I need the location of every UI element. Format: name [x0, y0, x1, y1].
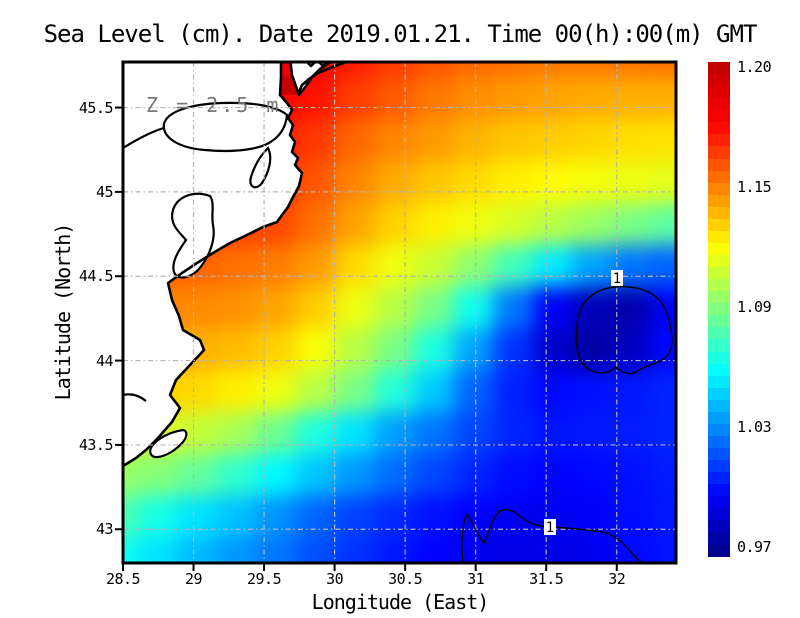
- colorbar-step: [708, 423, 730, 436]
- colorbar-step: [708, 62, 730, 75]
- lagoon-outline: [249, 146, 272, 189]
- colorbar-step: [708, 134, 730, 147]
- gridlines: [124, 63, 675, 562]
- colorbar-step: [708, 194, 730, 207]
- colorbar-label: 1.20: [737, 57, 772, 76]
- chart-title: Sea Level (cm). Date 2019.01.21. Time 00…: [43, 20, 758, 48]
- colorbar-step: [708, 363, 730, 376]
- x-tick-label: 29.5: [247, 570, 282, 588]
- colorbar-step: [708, 279, 730, 292]
- colorbar-step: [708, 122, 730, 135]
- colorbar-step: [708, 460, 730, 473]
- colorbar-step: [708, 98, 730, 111]
- colorbar-step: [708, 375, 730, 388]
- colorbar-step: [708, 411, 730, 424]
- y-tick-label: 43.5: [78, 435, 114, 454]
- y-tick-label: 45.5: [78, 98, 114, 117]
- colorbar-step: [708, 496, 730, 509]
- colorbar-step: [708, 255, 730, 268]
- y-tick-label: 44: [95, 351, 114, 370]
- colorbar-step: [708, 520, 730, 533]
- plot-frame: [121, 60, 678, 565]
- colorbar-label: 1.15: [737, 177, 772, 196]
- x-tick-label: 30: [326, 570, 344, 588]
- lagoon-outline: [162, 101, 289, 153]
- x-tick-label: 31: [467, 570, 485, 588]
- colorbar-step: [708, 74, 730, 87]
- colorbar-step: [708, 532, 730, 545]
- x-tick-label: 30.5: [388, 570, 423, 588]
- colorbar-step: [708, 206, 730, 219]
- x-tick-label: 31.5: [529, 570, 564, 588]
- colorbar-step: [708, 146, 730, 159]
- colorbar-step: [708, 339, 730, 352]
- colorbar-step: [708, 351, 730, 364]
- colorbar-step: [708, 110, 730, 123]
- contour-label: 1: [546, 520, 554, 536]
- coastline: [297, 63, 347, 93]
- depth-annotation: Z = 2.5 m: [146, 93, 282, 117]
- colorbar-step: [708, 472, 730, 485]
- y-tick-label: 45: [95, 182, 114, 201]
- colorbar-step: [708, 435, 730, 448]
- colorbar-step: [708, 508, 730, 521]
- colorbar-step: [708, 448, 730, 461]
- colorbar-step: [708, 170, 730, 183]
- river-line: [124, 126, 165, 149]
- colorbar-step: [708, 315, 730, 328]
- colorbar-step: [708, 267, 730, 280]
- contour-layer: 11: [461, 270, 673, 562]
- colorbar-step: [708, 484, 730, 497]
- colorbar-step: [708, 86, 730, 99]
- colorbar-step: [708, 218, 730, 231]
- contour-line: [575, 285, 673, 375]
- colorbar-step: [708, 230, 730, 243]
- river-line: [124, 393, 147, 402]
- colorbar-label: 0.97: [737, 538, 772, 557]
- colorbar-label: 1.03: [737, 418, 772, 437]
- y-tick-label: 43: [95, 520, 114, 539]
- colorbar-step: [708, 182, 730, 195]
- lagoon-outline: [171, 192, 215, 279]
- contour-line: [461, 508, 643, 562]
- colorbar-step: [708, 242, 730, 255]
- colorbar: [708, 62, 730, 557]
- colorbar-step: [708, 387, 730, 400]
- lagoon-outline: [149, 428, 188, 459]
- colorbar-step: [708, 291, 730, 304]
- colorbar-step: [708, 544, 730, 557]
- colorbar-step: [708, 399, 730, 412]
- y-tick-label: 44.5: [78, 267, 114, 286]
- colorbar-step: [708, 303, 730, 316]
- x-tick-label: 32: [608, 570, 626, 588]
- x-axis-label: Longitude (East): [311, 590, 490, 614]
- coastline: [124, 63, 304, 467]
- land-layer: [124, 63, 347, 467]
- contour-label: 1: [613, 271, 621, 287]
- colorbar-label: 1.09: [737, 298, 772, 317]
- colorbar-step: [708, 158, 730, 171]
- colorbar-step: [708, 327, 730, 340]
- x-tick-label: 29: [185, 570, 203, 588]
- x-tick-label: 28.5: [105, 570, 141, 588]
